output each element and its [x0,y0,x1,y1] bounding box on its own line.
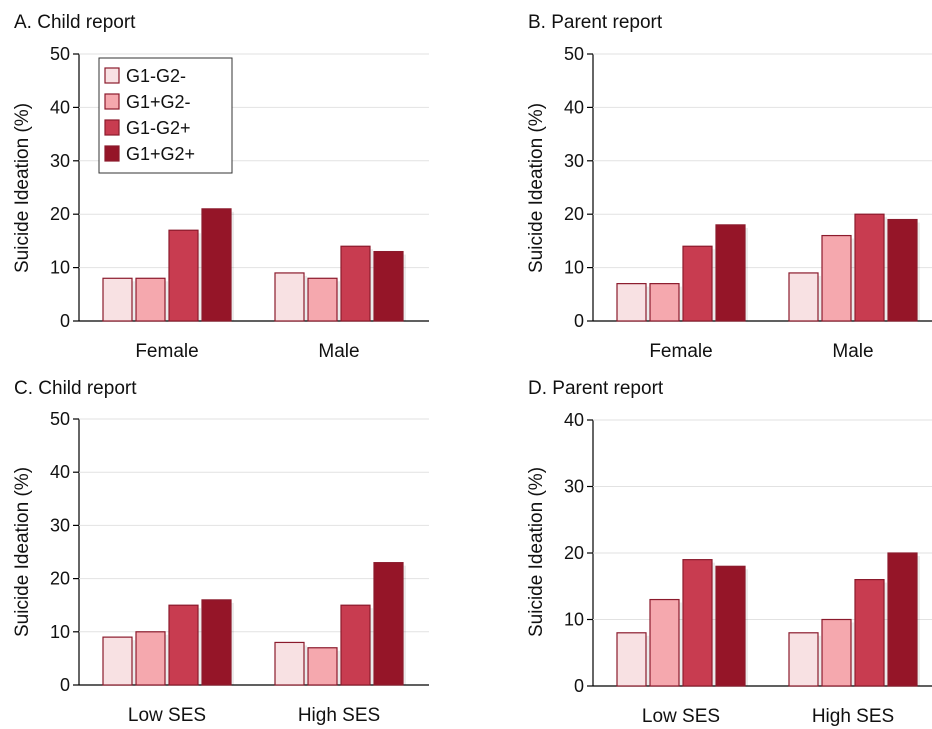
y-tick-label: 20 [564,543,584,563]
legend-label-g1plus-g2-minus: G1+G2- [126,92,191,112]
legend-swatch-g1plus-g2-minus [104,93,120,110]
bar-g1plusg2minus-male [821,234,852,322]
panel-b-plot: 0 10 20 30 40 50 Female Male [564,44,932,362]
bar-g1plusg2minus-low-ses [649,598,680,687]
panel-c-plot: 0 10 20 30 40 50 Low SES High SES [50,409,429,726]
legend-swatch-g1plus-g2-plus [104,145,120,162]
panel-a: A. Child report Suicide Ideation (%) 0 10… [12,12,429,362]
bar-g1minusg2plus-male [340,245,371,322]
y-tick-label: 10 [564,610,584,630]
panel-d-title: D. Parent report [528,378,664,399]
bar-g1plusg2plus-high-ses [373,562,404,686]
y-tick-label: 50 [564,44,584,64]
y-tick-label: 0 [60,675,70,695]
x-category-label: Male [832,341,873,362]
panel-a-plot: 0 10 20 30 40 50 Female Male [50,44,429,362]
y-tick-label: 40 [50,462,70,482]
x-category-label: High SES [812,706,894,727]
bar-g1plusg2plus-male [887,218,918,322]
y-tick-label: 30 [564,151,584,171]
bar-g1plusg2plus-male [373,250,404,322]
bar-g1minusg2minus-low-ses [102,636,133,686]
bar-g1minusg2plus-low-ses [168,604,199,686]
panel-d-y-axis-label: Suicide Ideation (%) [526,467,547,637]
panel-c-y-axis-label: Suicide Ideation (%) [12,467,33,637]
x-category-label: Low SES [128,705,206,726]
panel-a-title: A. Child report [14,12,136,33]
bar-g1minusg2plus-female [168,229,199,322]
bar-g1plusg2plus-female [201,208,232,322]
legend-swatch-g1-g2-plus [104,119,120,136]
panel-b: B. Parent report Suicide Ideation (%) 0 1… [526,12,932,362]
x-category-label: Low SES [642,706,720,727]
legend-swatch-g1-g2-minus [104,67,120,84]
bar-g1plusg2plus-female [715,224,746,322]
bar-g1minusg2plus-high-ses [854,578,885,687]
x-category-label: High SES [298,705,380,726]
x-category-label: Female [649,341,712,362]
x-category-label: Female [135,341,198,362]
bar-g1minusg2minus-high-ses [274,641,305,686]
y-tick-label: 40 [564,97,584,117]
y-tick-label: 40 [50,97,70,117]
y-tick-label: 30 [50,515,70,535]
y-tick-label: 10 [564,258,584,278]
panel-a-y-axis-label: Suicide Ideation (%) [12,103,33,273]
y-tick-label: 20 [50,204,70,224]
legend-label-g1-g2-minus: G1-G2- [126,66,186,86]
legend-label-g1-g2-plus: G1-G2+ [126,118,191,138]
bar-g1minusg2minus-low-ses [616,632,647,687]
panel-c-title: C. Child report [14,378,137,399]
x-category-label: Male [318,341,359,362]
bar-g1minusg2plus-female [682,245,713,322]
y-tick-label: 0 [574,676,584,696]
bar-g1plusg2plus-high-ses [887,552,918,687]
y-tick-label: 20 [50,569,70,589]
bar-g1plusg2minus-male [307,277,338,322]
bar-g1minusg2plus-male [854,213,885,322]
y-tick-label: 0 [574,311,584,331]
y-tick-label: 20 [564,204,584,224]
bar-g1plusg2minus-high-ses [307,647,338,686]
bar-g1plusg2minus-female [135,277,166,322]
y-tick-label: 0 [60,311,70,331]
bar-g1minusg2plus-high-ses [340,604,371,686]
bar-g1minusg2minus-male [788,272,819,322]
legend: G1-G2- G1+G2- G1-G2+ G1+G2+ [98,57,233,174]
bar-g1plusg2plus-low-ses [201,599,232,686]
bar-g1minusg2minus-high-ses [788,632,819,687]
y-tick-label: 30 [50,151,70,171]
legend-box [98,57,233,174]
legend-label-g1plus-g2-plus: G1+G2+ [126,144,195,164]
panel-c: C. Child report Suicide Ideation (%) 0 10… [12,378,429,726]
y-tick-label: 10 [50,622,70,642]
y-tick-label: 50 [50,409,70,429]
panel-d: D. Parent report Suicide Ideation (%) 0 1… [526,378,932,727]
bar-g1plusg2plus-low-ses [715,565,746,687]
panel-d-plot: 0 10 20 30 40 Low SES High SES [564,410,932,727]
bar-g1minusg2plus-low-ses [682,559,713,687]
bar-g1plusg2minus-female [649,283,680,322]
bar-g1plusg2minus-low-ses [135,631,166,686]
y-tick-label: 40 [564,410,584,430]
y-tick-label: 10 [50,258,70,278]
y-tick-label: 50 [50,44,70,64]
panel-b-y-axis-label: Suicide Ideation (%) [526,103,547,273]
bar-g1minusg2minus-female [616,283,647,322]
bar-g1minusg2minus-male [274,272,305,322]
y-tick-label: 30 [564,477,584,497]
bar-g1minusg2minus-female [102,277,133,322]
bar-g1plusg2minus-high-ses [821,618,852,687]
panel-b-title: B. Parent report [528,12,663,33]
